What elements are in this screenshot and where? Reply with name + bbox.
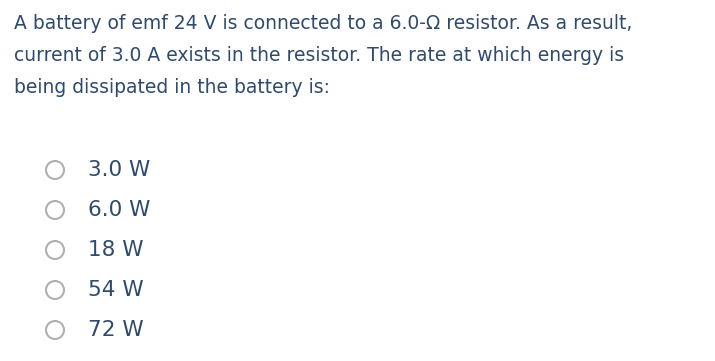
Text: current of 3.0 A exists in the resistor. The rate at which energy is: current of 3.0 A exists in the resistor.… (14, 46, 624, 65)
Text: 3.0 W: 3.0 W (88, 160, 150, 180)
Text: 18 W: 18 W (88, 240, 144, 260)
Text: A battery of emf 24 V is connected to a 6.0-Ω resistor. As a result,: A battery of emf 24 V is connected to a … (14, 14, 632, 33)
Text: being dissipated in the battery is:: being dissipated in the battery is: (14, 78, 330, 97)
Text: 54 W: 54 W (88, 280, 144, 300)
Text: 72 W: 72 W (88, 320, 144, 340)
Text: 6.0 W: 6.0 W (88, 200, 150, 220)
